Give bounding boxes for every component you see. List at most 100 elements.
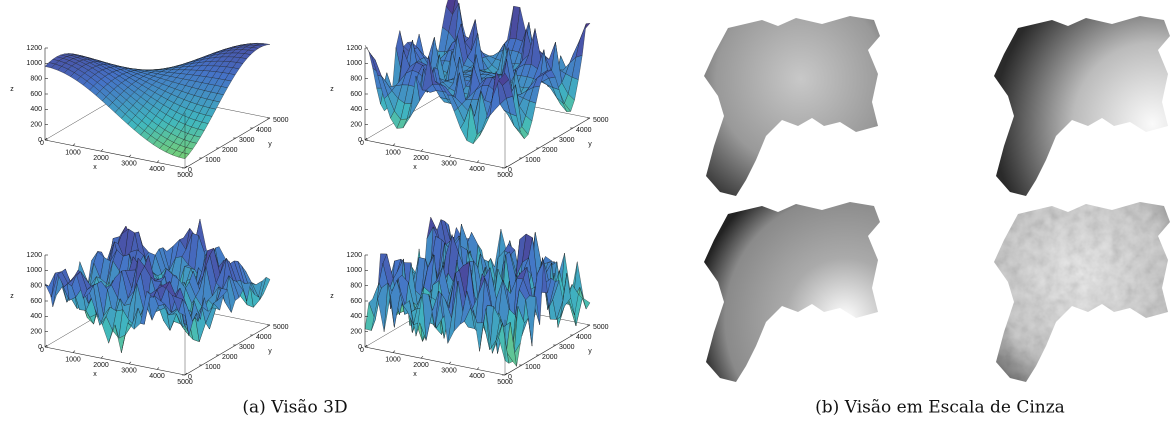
z-axis-label: z xyxy=(330,86,334,93)
y-tick-label: 1000 xyxy=(525,364,541,371)
x-tick-label: 1000 xyxy=(65,149,81,156)
surface-patch xyxy=(178,299,190,336)
y-tick-label: 2000 xyxy=(222,147,238,154)
tick-mark xyxy=(184,372,188,376)
tick-mark xyxy=(128,154,132,158)
x-tick-label: 4000 xyxy=(469,373,485,380)
tick-mark xyxy=(476,367,480,370)
tick-mark xyxy=(504,165,508,169)
z-tick-label: 0 xyxy=(38,344,42,351)
grayscale-map xyxy=(704,16,880,196)
x-tick-label: 1000 xyxy=(385,149,401,156)
tick-mark xyxy=(100,355,104,359)
z-tick-label: 200 xyxy=(350,122,362,129)
y-tick-label: 4000 xyxy=(256,334,272,341)
y-tick-label: 3000 xyxy=(559,344,575,351)
caption: (a) Visão 3D xyxy=(242,398,347,418)
x-tick-label: 4000 xyxy=(149,166,165,173)
z-tick-label: 1000 xyxy=(346,60,362,67)
z-tick-label: 400 xyxy=(350,313,362,320)
tick-mark xyxy=(448,154,452,158)
tick-mark xyxy=(504,372,508,376)
y-tick-label: 5000 xyxy=(273,324,289,331)
y-axis xyxy=(504,117,591,169)
tick-mark xyxy=(72,350,76,353)
y-axis xyxy=(504,324,591,376)
y-tick-label: 2000 xyxy=(222,354,238,361)
y-axis-label: y xyxy=(588,141,592,148)
y-axis-label: y xyxy=(588,348,592,355)
caption: (b) Visão em Escala de Cinza xyxy=(815,398,1065,418)
y-tick-label: 0 xyxy=(188,374,192,381)
z-tick-label: 600 xyxy=(30,91,42,98)
surface-patch xyxy=(498,72,510,86)
z-tick-label: 1000 xyxy=(26,267,42,274)
y-tick-label: 5000 xyxy=(593,324,609,331)
tick-mark xyxy=(476,160,480,163)
z-tick-label: 800 xyxy=(350,283,362,290)
x-tick-label: 0 xyxy=(360,347,364,354)
x-axis-label: x xyxy=(93,371,97,378)
x-tick-label: 1000 xyxy=(65,356,81,363)
z-tick-label: 0 xyxy=(358,344,362,351)
x-tick-label: 3000 xyxy=(121,161,137,168)
x-axis xyxy=(44,139,186,169)
x-tick-label: 2000 xyxy=(93,362,109,369)
tick-mark xyxy=(156,160,160,163)
y-axis xyxy=(184,117,271,169)
z-tick-label: 200 xyxy=(30,122,42,129)
y-tick-label: 1000 xyxy=(205,364,221,371)
z-tick-label: 600 xyxy=(350,298,362,305)
y-tick-label: 2000 xyxy=(542,354,558,361)
tick-mark xyxy=(392,350,396,353)
z-tick-label: 800 xyxy=(30,76,42,83)
y-tick-label: 2000 xyxy=(542,147,558,154)
x-tick-label: 5000 xyxy=(177,172,193,179)
tick-mark xyxy=(100,148,104,152)
tick-mark xyxy=(364,344,368,348)
x-tick-label: 0 xyxy=(40,347,44,354)
z-tick-label: 200 xyxy=(30,329,42,336)
z-tick-label: 1000 xyxy=(346,267,362,274)
x-axis-label: x xyxy=(413,164,417,171)
surface-plot: 0200400600800100012000100020003000400050… xyxy=(10,43,289,179)
tick-mark xyxy=(72,143,76,146)
tick-mark xyxy=(392,143,396,146)
z-axis-label: z xyxy=(10,86,14,93)
z-tick-label: 1200 xyxy=(26,45,42,52)
x-tick-label: 3000 xyxy=(121,368,137,375)
x-tick-label: 2000 xyxy=(413,362,429,369)
x-axis xyxy=(364,346,506,376)
y-tick-label: 4000 xyxy=(576,334,592,341)
z-tick-label: 400 xyxy=(350,106,362,113)
y-tick-label: 5000 xyxy=(273,117,289,124)
z-tick-label: 600 xyxy=(30,298,42,305)
y-tick-label: 0 xyxy=(508,374,512,381)
x-tick-label: 4000 xyxy=(469,166,485,173)
y-axis-label: y xyxy=(268,141,272,148)
tick-mark xyxy=(128,361,132,365)
y-tick-label: 0 xyxy=(188,167,192,174)
x-tick-label: 2000 xyxy=(93,155,109,162)
x-axis-label: x xyxy=(413,371,417,378)
z-tick-label: 1000 xyxy=(26,60,42,67)
surface-plot: 0200400600800100012000100020003000400050… xyxy=(10,218,289,386)
y-tick-label: 1000 xyxy=(205,157,221,164)
y-tick-label: 5000 xyxy=(593,117,609,124)
x-tick-label: 1000 xyxy=(385,356,401,363)
z-tick-label: 0 xyxy=(38,137,42,144)
tick-mark xyxy=(184,165,188,169)
grayscale-map xyxy=(704,202,880,382)
x-tick-label: 5000 xyxy=(177,379,193,386)
x-tick-label: 3000 xyxy=(441,161,457,168)
surface-patch xyxy=(364,45,376,61)
x-axis-label: x xyxy=(93,164,97,171)
surface-patch xyxy=(498,323,510,364)
tick-mark xyxy=(44,137,48,141)
surface-patch xyxy=(178,152,190,159)
y-tick-label: 3000 xyxy=(239,344,255,351)
tick-mark xyxy=(420,148,424,152)
y-axis xyxy=(184,324,271,376)
z-tick-label: 800 xyxy=(350,76,362,83)
